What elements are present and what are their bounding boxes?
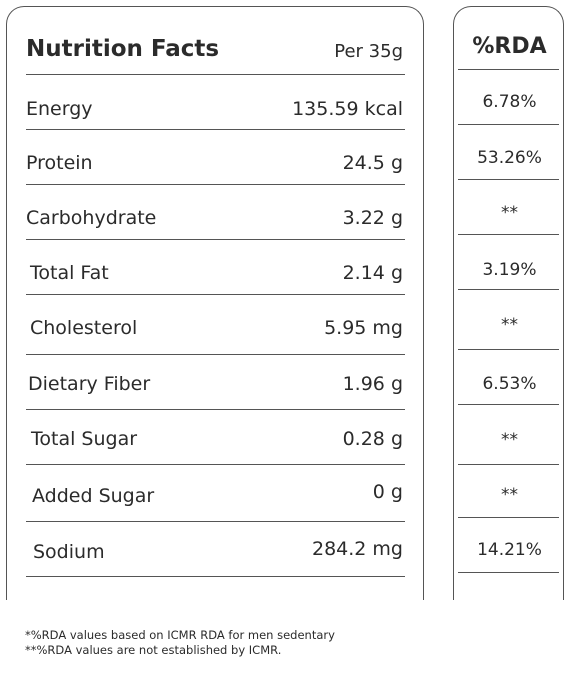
row-value-total-fat: 2.14 g xyxy=(342,262,403,284)
rda-card: %RDA 6.78% 53.26% ** 3.19% ** 6.53% ** *… xyxy=(453,6,564,600)
divider xyxy=(458,69,559,70)
rda-value-total-fat: 3.19% xyxy=(482,260,537,280)
rda-value-cholesterol: ** xyxy=(501,315,518,335)
row-value-cholesterol: 5.95 mg xyxy=(324,317,403,339)
divider xyxy=(26,184,405,185)
row-value-added-sugar: 0 g xyxy=(372,481,403,503)
row-label-cholesterol: Cholesterol xyxy=(30,317,138,339)
serving-size: Per 35g xyxy=(334,41,403,62)
divider xyxy=(458,179,559,180)
row-label-energy: Energy xyxy=(26,98,93,120)
nutrition-facts-card: Nutrition Facts Per 35g Energy 135.59 kc… xyxy=(6,6,424,600)
divider xyxy=(458,464,559,465)
rda-value-dietary-fiber: 6.53% xyxy=(482,374,537,394)
rda-value-sodium: 14.21% xyxy=(477,540,542,560)
rda-value-added-sugar: ** xyxy=(501,485,518,505)
divider xyxy=(26,239,405,240)
row-value-total-sugar: 0.28 g xyxy=(342,428,403,450)
divider xyxy=(26,129,405,130)
footnote-rda-basis: *%RDA values based on ICMR RDA for men s… xyxy=(25,628,335,642)
row-label-carbohydrate: Carbohydrate xyxy=(26,207,157,229)
rda-value-carbohydrate: ** xyxy=(501,203,518,223)
row-value-carbohydrate: 3.22 g xyxy=(342,207,403,229)
divider xyxy=(458,404,559,405)
divider xyxy=(26,74,405,75)
row-label-dietary-fiber: Dietary Fiber xyxy=(28,373,151,395)
row-label-total-fat: Total Fat xyxy=(30,262,109,284)
row-label-added-sugar: Added Sugar xyxy=(32,485,155,507)
row-value-dietary-fiber: 1.96 g xyxy=(342,373,403,395)
divider xyxy=(26,409,405,410)
rda-value-total-sugar: ** xyxy=(501,430,518,450)
divider xyxy=(26,521,405,522)
row-value-sodium: 284.2 mg xyxy=(311,538,403,560)
row-label-protein: Protein xyxy=(26,152,93,174)
rda-header: %RDA xyxy=(472,34,547,59)
divider xyxy=(26,354,405,355)
divider xyxy=(26,464,405,465)
footnote-rda-not-established: **%RDA values are not established by ICM… xyxy=(25,643,282,657)
rda-value-energy: 6.78% xyxy=(482,92,537,112)
nutrition-facts-title: Nutrition Facts xyxy=(26,36,220,62)
divider xyxy=(458,234,559,235)
rda-value-protein: 53.26% xyxy=(477,148,542,168)
row-value-protein: 24.5 g xyxy=(342,152,403,174)
divider xyxy=(458,517,559,518)
divider xyxy=(26,294,405,295)
divider xyxy=(458,289,559,290)
divider xyxy=(458,572,559,573)
row-value-energy: 135.59 kcal xyxy=(292,98,403,120)
divider xyxy=(458,124,559,125)
divider xyxy=(26,576,405,577)
divider xyxy=(458,349,559,350)
row-label-sodium: Sodium xyxy=(33,541,105,563)
row-label-total-sugar: Total Sugar xyxy=(31,428,138,450)
